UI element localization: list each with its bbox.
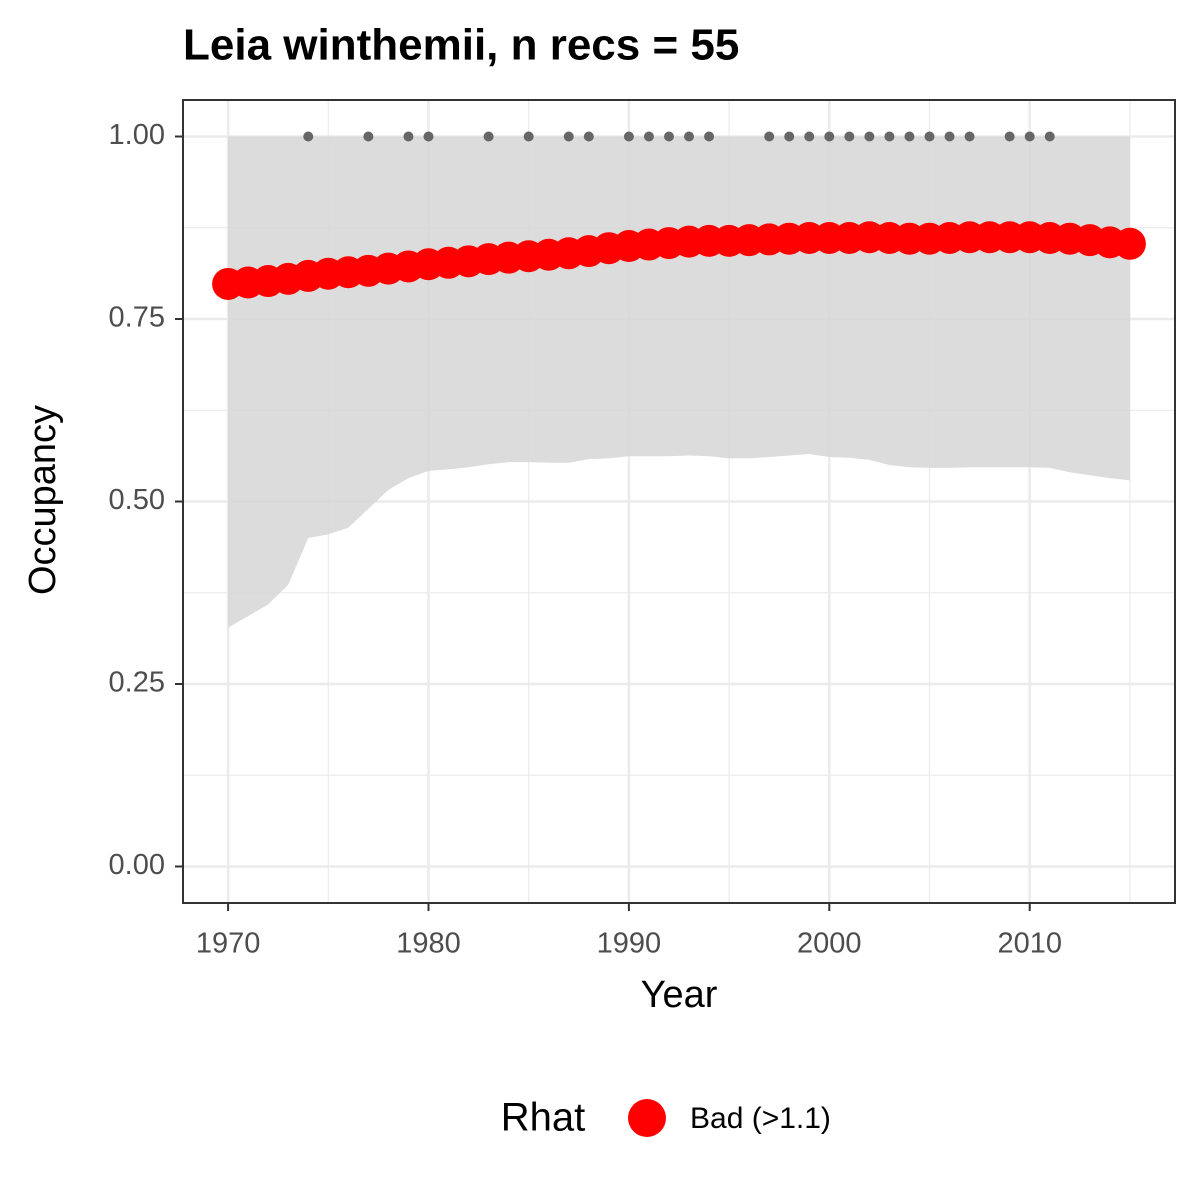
record-point bbox=[623, 131, 634, 142]
record-point bbox=[784, 131, 795, 142]
record-point bbox=[844, 131, 855, 142]
legend-title: Rhat bbox=[501, 1096, 586, 1140]
y-tick-label: 0.25 bbox=[109, 667, 165, 699]
confidence-band bbox=[228, 136, 1130, 628]
record-point bbox=[643, 131, 654, 142]
record-point bbox=[684, 131, 695, 142]
record-point bbox=[824, 131, 835, 142]
y-tick-label: 1.00 bbox=[109, 119, 165, 151]
record-point bbox=[804, 131, 815, 142]
record-point bbox=[303, 131, 314, 142]
record-point bbox=[924, 131, 935, 142]
estimate-point bbox=[1113, 227, 1146, 260]
x-tick-label: 1990 bbox=[597, 928, 662, 960]
x-tick-label: 1970 bbox=[196, 928, 261, 960]
x-tick-label: 1980 bbox=[396, 928, 461, 960]
record-point bbox=[423, 131, 434, 142]
chart-title: Leia winthemii, n recs = 55 bbox=[183, 21, 739, 70]
record-point bbox=[483, 131, 494, 142]
record-point bbox=[563, 131, 574, 142]
y-tick-label: 0.75 bbox=[109, 302, 165, 334]
y-axis-label: Occupancy bbox=[22, 405, 64, 595]
x-axis-label: Year bbox=[641, 974, 718, 1016]
y-tick-label: 0.00 bbox=[109, 849, 165, 881]
record-point bbox=[764, 131, 775, 142]
legend-key bbox=[628, 1099, 666, 1137]
y-tick-label: 0.50 bbox=[109, 484, 165, 516]
panel-border bbox=[182, 99, 1176, 904]
record-point bbox=[523, 131, 534, 142]
record-point bbox=[884, 131, 895, 142]
record-point bbox=[1024, 131, 1035, 142]
legend-label: Bad (>1.1) bbox=[690, 1102, 831, 1135]
x-tick-label: 2010 bbox=[997, 928, 1062, 960]
record-point bbox=[403, 131, 414, 142]
record-point bbox=[904, 131, 915, 142]
record-point bbox=[1044, 131, 1055, 142]
record-point bbox=[944, 131, 955, 142]
x-tick-label: 2000 bbox=[797, 928, 862, 960]
record-point bbox=[663, 131, 674, 142]
record-point bbox=[583, 131, 594, 142]
record-point bbox=[704, 131, 715, 142]
record-point bbox=[1004, 131, 1015, 142]
record-point bbox=[363, 131, 374, 142]
record-point bbox=[864, 131, 875, 142]
record-point bbox=[964, 131, 975, 142]
